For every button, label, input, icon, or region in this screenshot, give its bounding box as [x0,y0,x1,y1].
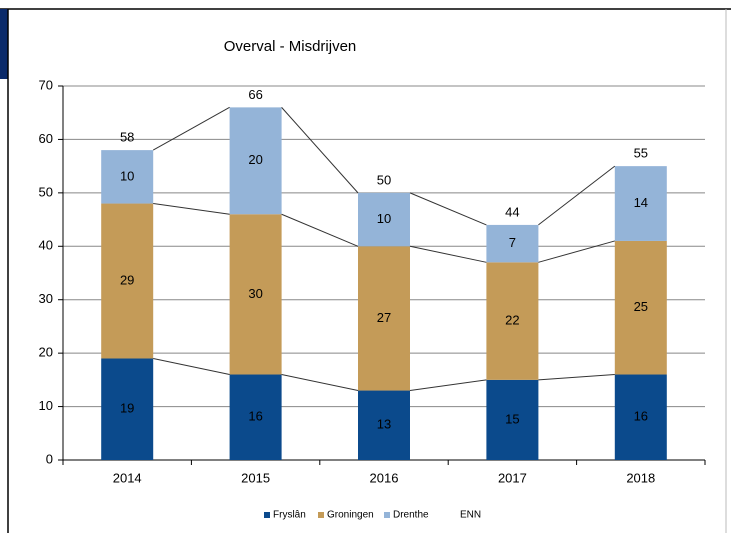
y-tick-label: 20 [39,345,53,360]
bar-segment [486,262,539,380]
bar-segment [229,107,282,215]
series-line [538,240,615,263]
y-tick-label: 50 [39,184,53,199]
legend-marker [264,512,270,518]
y-tick-label: 40 [39,238,53,253]
series-line [409,192,487,226]
data-label: 13 [377,417,391,432]
series-line [538,374,615,381]
total-label: 55 [634,146,648,161]
total-label: 50 [377,172,391,187]
legend-marker [384,512,390,518]
y-tick-label: 10 [39,398,53,413]
legend-label: Fryslân [273,510,306,521]
bar-segment [101,150,154,204]
data-label: 30 [248,286,262,301]
x-tick-label: 2014 [113,470,142,485]
series-line [281,107,359,194]
series-line [409,245,487,263]
bar-segment [229,214,282,375]
total-label: 44 [505,204,519,219]
left-strip [0,9,8,79]
data-label: 10 [120,168,134,183]
legend-label: Groningen [327,510,374,521]
series-line [538,165,616,226]
bar-segment [614,374,667,460]
bar-segment [229,374,282,460]
data-label: 7 [509,235,516,250]
y-tick-label: 0 [46,451,53,466]
data-label: 20 [248,152,262,167]
chart-title: Overval - Misdrijven [224,38,357,55]
legend-label: Drenthe [393,510,429,521]
data-label: 15 [505,411,519,426]
bar-segment [614,240,667,375]
series-line [153,357,230,376]
series-line [281,213,359,247]
legend-label: ENN [460,510,481,521]
data-label: 10 [377,211,391,226]
x-tick-label: 2015 [241,470,270,485]
data-label: 22 [505,313,519,328]
bar-segment [486,379,539,460]
y-tick-label: 70 [39,77,53,92]
y-tick-label: 30 [39,291,53,306]
data-label: 25 [634,299,648,314]
x-tick-label: 2018 [626,470,655,485]
total-label: 58 [120,130,134,145]
series-line [152,106,230,151]
x-tick-label: 2016 [370,470,399,485]
data-label: 16 [248,409,262,424]
bar-segment [101,203,154,359]
bar-segment [486,224,539,263]
bar-segment [358,390,410,460]
bar-segment [614,166,667,241]
data-label: 16 [634,409,648,424]
bar-segment [358,192,410,247]
data-label: 27 [377,310,391,325]
series-line [153,203,230,215]
bar-segment [101,358,154,460]
bar-segment [358,246,410,391]
legend-marker [318,512,324,518]
total-label: 66 [248,87,262,102]
series-line [409,379,487,392]
data-label: 14 [634,195,648,210]
series-line [281,374,359,392]
x-tick-label: 2017 [498,470,527,485]
y-tick-label: 60 [39,131,53,146]
data-label: 19 [120,401,134,416]
data-label: 29 [120,272,134,287]
